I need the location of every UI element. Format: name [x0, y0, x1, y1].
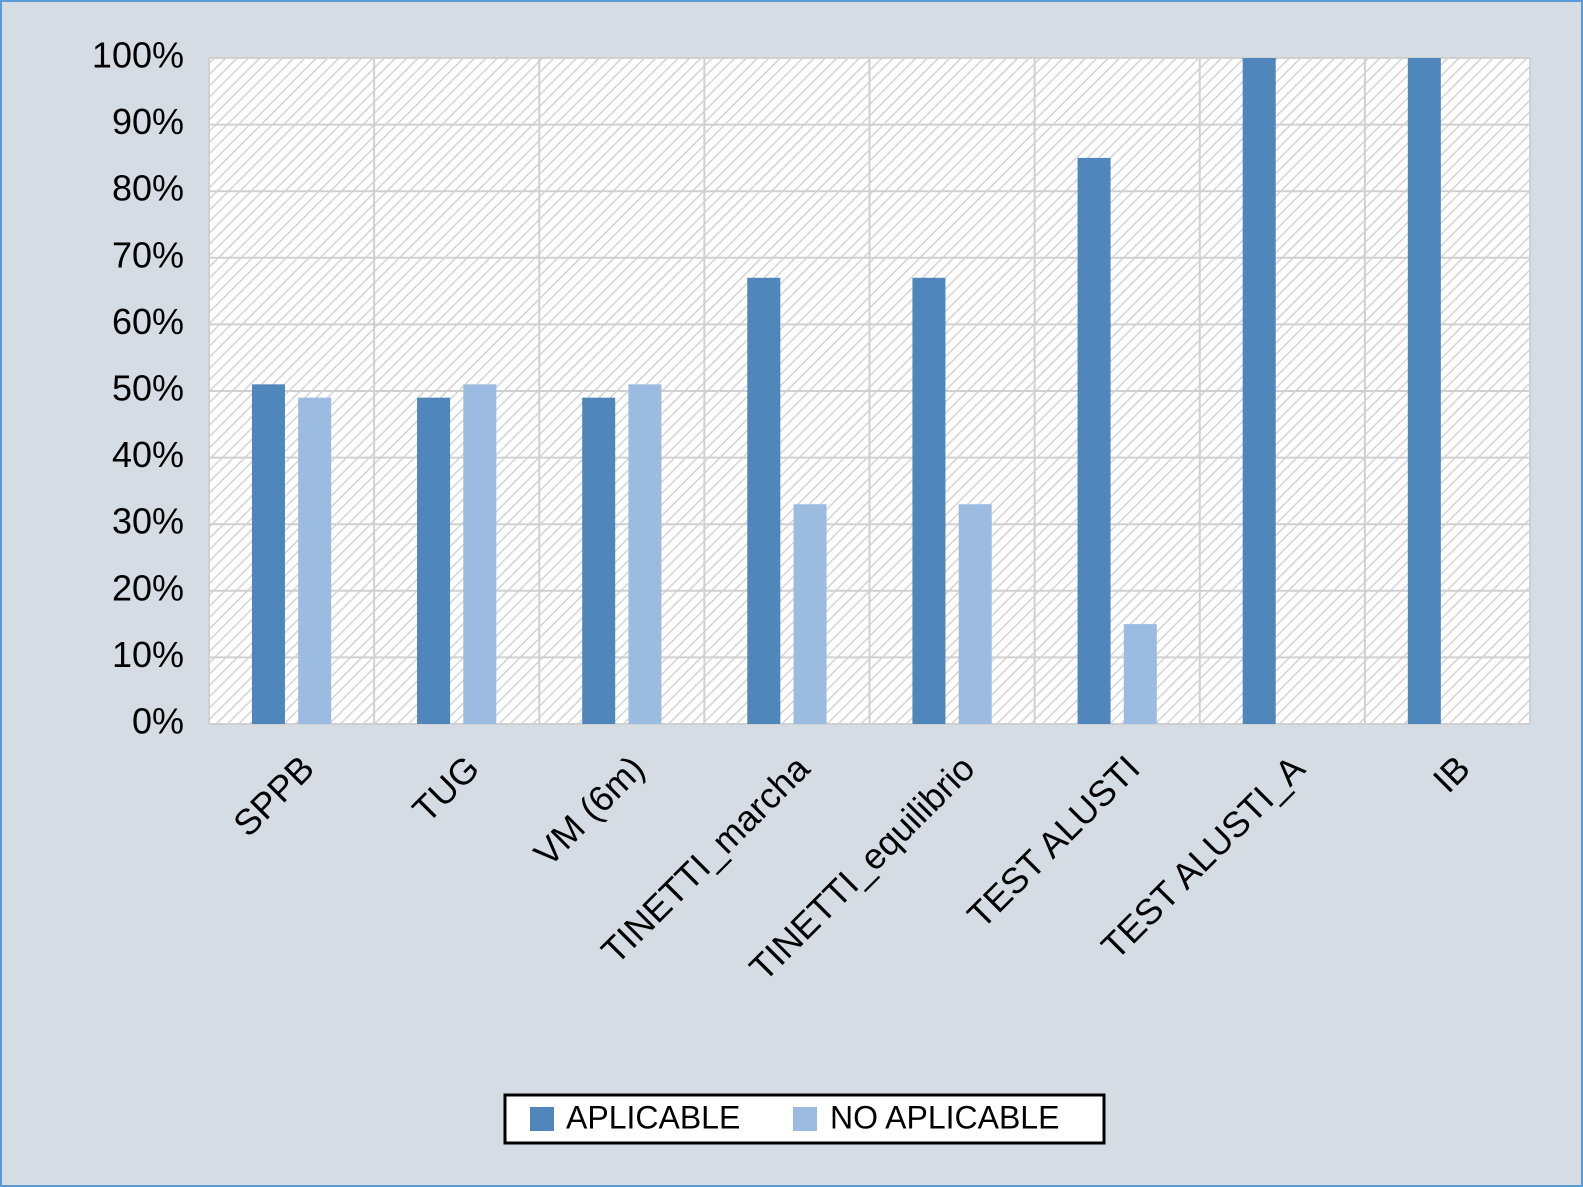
legend: APLICABLE NO APLICABLE: [503, 1093, 1106, 1145]
legend-swatch: [793, 1107, 817, 1131]
y-tick-label: 40%: [112, 434, 184, 475]
bar: [1242, 58, 1276, 724]
bar: [958, 504, 992, 724]
bar: [582, 397, 616, 724]
bar: [251, 384, 285, 724]
bar: [463, 384, 497, 724]
bar: [912, 277, 946, 724]
y-tick-label: 80%: [112, 168, 184, 209]
y-tick-label: 30%: [112, 501, 184, 542]
legend-label: NO APLICABLE: [830, 1099, 1059, 1135]
bar: [417, 397, 451, 724]
bar: [747, 277, 781, 724]
y-tick-label: 100%: [92, 35, 184, 76]
y-tick-label: 70%: [112, 234, 184, 275]
y-tick-label: 60%: [112, 301, 184, 342]
bar: [298, 397, 332, 724]
y-tick-label: 90%: [112, 101, 184, 142]
bar: [1123, 624, 1157, 724]
legend-label: APLICABLE: [566, 1099, 740, 1135]
y-tick-label: 20%: [112, 567, 184, 608]
y-tick-label: 0%: [132, 701, 184, 742]
bar: [793, 504, 827, 724]
legend-swatch: [530, 1107, 554, 1131]
bar: [1077, 157, 1111, 724]
y-tick-label: 50%: [112, 368, 184, 409]
bar: [1407, 58, 1441, 724]
bar: [628, 384, 662, 724]
y-tick-label: 10%: [112, 634, 184, 675]
